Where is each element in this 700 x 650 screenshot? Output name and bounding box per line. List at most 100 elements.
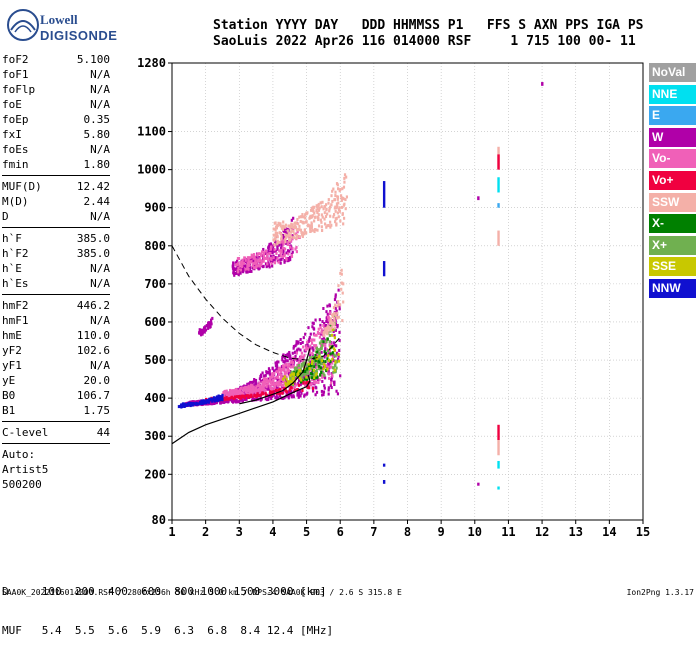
param-row: foEp 0.35 (2, 112, 110, 127)
echo-point (320, 340, 324, 344)
echo-point (271, 257, 274, 261)
echo-point (316, 215, 319, 219)
echo-point (279, 258, 282, 262)
echo-point (204, 325, 207, 329)
echo-point (242, 261, 246, 265)
echo-point (337, 359, 341, 363)
echo-point (323, 386, 326, 390)
echo-point (329, 384, 332, 388)
echo-point (295, 370, 299, 374)
echo-point (225, 396, 228, 400)
param-name: foFlp (2, 83, 36, 96)
param-name: h`F2 (2, 247, 29, 260)
echo-point (287, 391, 290, 395)
echo-point (276, 231, 279, 235)
echo-point (274, 249, 277, 253)
echo-point (329, 360, 332, 364)
echo-point (324, 323, 328, 327)
echo-point (268, 395, 271, 399)
param-separator (2, 294, 110, 295)
echo-point (342, 300, 345, 304)
echo-point (208, 325, 211, 329)
echo-point (308, 356, 312, 360)
echo-point (242, 266, 245, 270)
echo-point (257, 388, 260, 392)
echo-point (256, 253, 259, 257)
echo-point (241, 394, 244, 398)
echo-point (242, 270, 245, 274)
param-value: 1.75 (83, 404, 111, 417)
echo-point (310, 363, 313, 367)
echo-point (310, 206, 314, 210)
echo-point (322, 340, 325, 344)
echo-point (331, 357, 334, 361)
echo-point (335, 216, 338, 220)
echo-point (320, 328, 323, 332)
echo-point (323, 321, 326, 325)
param-value: 385.0 (76, 232, 110, 245)
echo-point (313, 230, 316, 234)
echo-point (246, 264, 249, 268)
echo-point (278, 249, 281, 253)
echo-point (312, 372, 315, 376)
echo-point (290, 222, 293, 226)
legend-item: W (649, 127, 696, 147)
param-name: h`F (2, 232, 22, 245)
echo-point (322, 207, 325, 211)
echo-point (294, 350, 297, 354)
echo-point (300, 373, 303, 377)
echo-point (327, 318, 330, 322)
param-row: foFlp N/A (2, 82, 110, 97)
echo-point (269, 375, 272, 379)
echo-point (260, 375, 263, 379)
echo-point (298, 372, 301, 376)
echo-point (258, 377, 262, 381)
echo-point (326, 363, 330, 367)
echo-point (323, 222, 327, 226)
echo-point (262, 259, 265, 263)
echo-point (272, 372, 275, 376)
echo-point (328, 361, 331, 365)
echo-point (298, 394, 301, 398)
echo-point (308, 382, 311, 386)
echo-point (311, 346, 314, 350)
echo-point (199, 400, 202, 404)
echo-point (333, 327, 336, 331)
echo-point (209, 320, 213, 324)
param-row: foF2 5.100 (2, 52, 110, 67)
echo-point (340, 198, 343, 202)
echo-point (220, 395, 223, 399)
echo-point (264, 397, 267, 401)
echo-point (257, 394, 260, 398)
param-separator (2, 175, 110, 176)
echo-point (288, 233, 292, 237)
echo-point (265, 379, 268, 383)
echo-point (289, 355, 292, 359)
echo-point (264, 252, 267, 256)
echo-point (315, 346, 319, 350)
echo-point (331, 373, 334, 377)
param-value: 2.44 (83, 195, 111, 208)
echo-point (322, 361, 326, 365)
echo-point (294, 221, 298, 225)
echo-point (277, 370, 280, 374)
echo-point (263, 380, 266, 384)
param-row: MUF(D) 12.42 (2, 179, 110, 194)
echo-point (330, 313, 334, 317)
echo-point (238, 395, 241, 399)
x-tick-label: 11 (501, 525, 515, 539)
echo-point (268, 244, 271, 248)
echo-point (333, 368, 336, 372)
param-name: yE (2, 374, 16, 387)
echo-point (260, 262, 263, 266)
echo-point (294, 224, 297, 228)
param-name: h`E (2, 262, 22, 275)
echo-point (291, 223, 294, 227)
echo-point (277, 388, 280, 392)
echo-point (292, 346, 295, 350)
x-tick-label: 15 (636, 525, 650, 539)
echo-point (250, 385, 253, 389)
echo-point (310, 208, 313, 212)
y-tick-label: 900 (144, 201, 166, 215)
echo-point (285, 393, 288, 397)
